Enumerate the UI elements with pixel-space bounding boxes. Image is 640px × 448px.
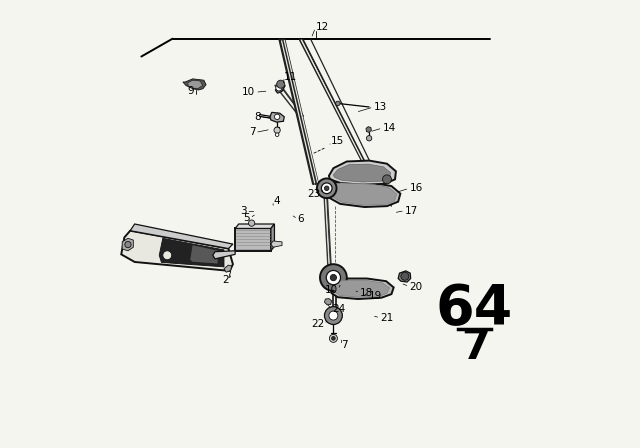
Polygon shape: [191, 246, 217, 263]
Circle shape: [401, 272, 409, 280]
Text: 9: 9: [188, 86, 194, 96]
Text: 11: 11: [284, 72, 298, 82]
Circle shape: [332, 336, 335, 340]
Polygon shape: [224, 265, 232, 272]
Polygon shape: [183, 79, 206, 90]
Polygon shape: [188, 80, 202, 88]
Circle shape: [276, 80, 285, 88]
Text: 24: 24: [332, 304, 346, 314]
Circle shape: [125, 241, 131, 248]
Circle shape: [321, 183, 332, 194]
Text: 15: 15: [331, 136, 344, 146]
Polygon shape: [333, 183, 397, 205]
Polygon shape: [398, 271, 411, 282]
Text: 20: 20: [410, 281, 422, 292]
Text: 19: 19: [369, 291, 382, 302]
Text: 12: 12: [316, 22, 329, 33]
Circle shape: [330, 275, 337, 281]
Circle shape: [335, 101, 340, 106]
Text: 64: 64: [435, 282, 513, 336]
Text: 6: 6: [298, 214, 304, 224]
Text: 7: 7: [248, 127, 255, 138]
Text: 4: 4: [273, 196, 280, 206]
Text: 8: 8: [254, 112, 260, 122]
Text: 22: 22: [311, 319, 324, 329]
Text: 18: 18: [360, 288, 374, 298]
Circle shape: [248, 220, 255, 226]
Polygon shape: [235, 228, 271, 251]
Polygon shape: [159, 238, 224, 267]
Polygon shape: [324, 298, 332, 305]
Text: 16: 16: [410, 183, 422, 193]
Circle shape: [317, 178, 337, 198]
Polygon shape: [333, 164, 390, 182]
Text: 2: 2: [222, 275, 228, 285]
Polygon shape: [329, 181, 401, 207]
Polygon shape: [271, 241, 282, 247]
Text: 13: 13: [374, 102, 387, 112]
Text: 7: 7: [461, 326, 490, 368]
Polygon shape: [331, 279, 394, 299]
Text: 21: 21: [380, 313, 394, 323]
Text: 14: 14: [383, 123, 396, 133]
Polygon shape: [366, 127, 371, 133]
Text: 10: 10: [324, 284, 338, 295]
Polygon shape: [130, 224, 233, 249]
Circle shape: [275, 133, 279, 137]
Polygon shape: [121, 231, 233, 271]
Polygon shape: [213, 251, 235, 259]
Text: 3: 3: [240, 207, 246, 216]
Circle shape: [329, 311, 338, 320]
Circle shape: [367, 136, 372, 141]
Circle shape: [275, 114, 280, 120]
Circle shape: [383, 175, 392, 184]
Text: 17: 17: [405, 206, 418, 215]
Circle shape: [326, 271, 340, 285]
Text: 10: 10: [242, 87, 255, 97]
Text: 7: 7: [341, 340, 348, 350]
Polygon shape: [275, 84, 285, 93]
Circle shape: [276, 85, 282, 91]
Circle shape: [274, 127, 280, 134]
Polygon shape: [271, 224, 275, 251]
Polygon shape: [235, 224, 275, 228]
Circle shape: [324, 306, 342, 324]
Text: 5: 5: [243, 213, 250, 223]
Circle shape: [163, 251, 172, 260]
Circle shape: [330, 334, 337, 342]
Polygon shape: [329, 160, 396, 185]
Text: 23: 23: [307, 189, 320, 198]
Circle shape: [324, 186, 329, 190]
Polygon shape: [270, 112, 284, 122]
Polygon shape: [334, 280, 390, 297]
Circle shape: [320, 264, 347, 291]
Polygon shape: [122, 238, 133, 251]
